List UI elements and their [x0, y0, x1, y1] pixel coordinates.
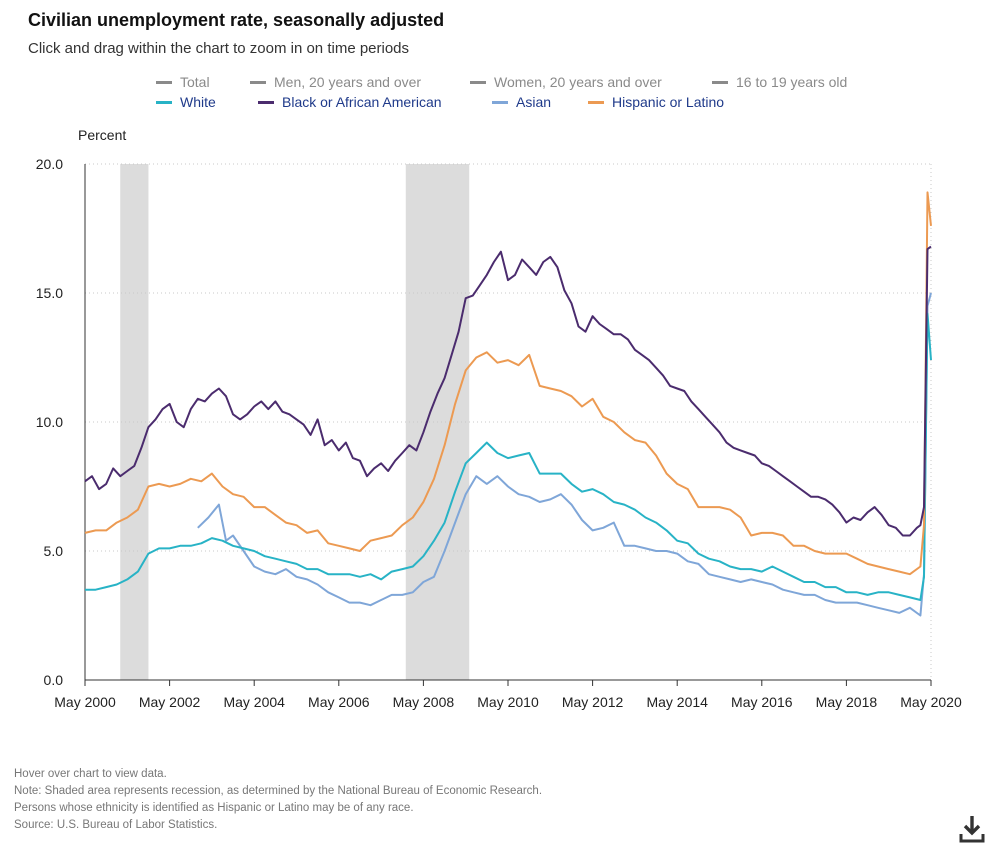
legend-swatch-white [156, 100, 172, 104]
legend-swatch-total [156, 80, 172, 84]
y-tick-label: 15.0 [36, 285, 63, 301]
legend-row-1: Total Men, 20 years and over Women, 20 y… [0, 74, 990, 94]
legend-label-total: Total [180, 74, 210, 90]
legend-label-black: Black or African American [282, 94, 442, 110]
note-source: Source: U.S. Bureau of Labor Statistics. [14, 819, 218, 831]
x-tick-label: May 2012 [562, 694, 624, 710]
y-tick-label: 0.0 [44, 672, 64, 688]
legend-label-men: Men, 20 years and over [274, 74, 422, 90]
legend-label-hispanic: Hispanic or Latino [612, 94, 725, 110]
x-tick-label: May 2014 [646, 694, 708, 710]
y-tick-label: 5.0 [44, 543, 64, 559]
note-hover: Hover over chart to view data. [14, 768, 167, 780]
chart-area[interactable]: Percent 0.0 5.0 10.0 15.0 20.0 May 2000 May 2… [0, 120, 990, 720]
legend-item-hispanic[interactable]: Hispanic or Latino [588, 94, 724, 110]
legend-item-men[interactable]: Men, 20 years and over [250, 74, 421, 90]
y-tick-label: 10.0 [36, 414, 63, 430]
x-tick-label: May 2006 [308, 694, 370, 710]
series-line-hispanic-or-latino [84, 191, 932, 576]
note-recession: Note: Shaded area represents recession, … [14, 785, 543, 797]
chart-title: Civilian unemployment rate, seasonally a… [28, 10, 445, 30]
series-layer [84, 191, 932, 617]
y-axis-label: Percent [78, 127, 126, 143]
chart-subtitle: Click and drag within the chart to zoom … [28, 40, 410, 57]
legend-label-white: White [180, 94, 216, 110]
legend-item-black[interactable]: Black or African American [258, 94, 442, 110]
x-tick-label: May 2016 [731, 694, 793, 710]
legend-item-white[interactable]: White [156, 94, 216, 110]
line-chart[interactable]: Percent 0.05.010.015.020.0 May 2000 May 2… [0, 120, 990, 720]
y-tick-label: 20.0 [36, 156, 63, 172]
recession-layer [120, 164, 470, 680]
legend-item-teens[interactable]: 16 to 19 years old [712, 74, 847, 90]
legend-swatch-teens [712, 80, 728, 84]
legend-swatch-hispanic [588, 100, 604, 104]
grid-layer: 0.0 5.0 10.0 15.0 20.0 [36, 156, 931, 688]
legend-item-asian[interactable]: Asian [492, 94, 551, 110]
legend-swatch-men [250, 80, 266, 84]
x-tick-label: May 2000 [54, 694, 116, 710]
legend-swatch-women [470, 80, 486, 84]
legend-swatch-black [258, 100, 274, 104]
x-tick-label: May 2020 [900, 694, 962, 710]
legend-label-teens: 16 to 19 years old [736, 74, 848, 90]
chart-notes: Hover over chart to view data. Note: Sha… [14, 766, 542, 834]
legend-swatch-asian [492, 100, 508, 104]
legend-item-women[interactable]: Women, 20 years and over [470, 74, 662, 90]
x-tick-label: May 2002 [139, 694, 201, 710]
axis-layer: May 2000 May 2002 May 2004 May 2006 May 2008… [54, 164, 962, 710]
x-tick-label: May 2010 [477, 694, 539, 710]
legend-item-total[interactable]: Total [156, 74, 210, 90]
series-line-white [85, 312, 932, 601]
series-line-black-or-african-american [84, 245, 932, 537]
x-tick-label: May 2004 [223, 694, 285, 710]
note-hispanic: Persons whose ethnicity is identified as… [14, 802, 414, 814]
legend-label-asian: Asian [516, 94, 552, 110]
recession-band-1 [120, 164, 149, 680]
x-tick-label: May 2018 [816, 694, 878, 710]
legend-row-2: White Black or African American Asian Hi… [0, 94, 990, 114]
download-icon[interactable] [958, 814, 986, 844]
legend-label-women: Women, 20 years and over [494, 74, 662, 90]
series-line-asian [197, 292, 932, 617]
x-tick-label: May 2008 [393, 694, 455, 710]
